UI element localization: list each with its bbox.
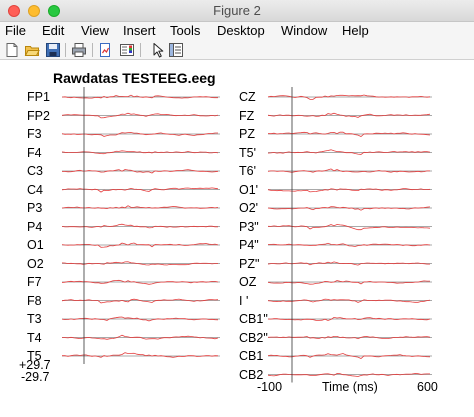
channel-trace	[267, 242, 431, 247]
channel-trace	[61, 112, 219, 119]
menu-tools[interactable]: Tools	[170, 23, 201, 38]
channel-label: I '	[239, 293, 249, 308]
channel-trace	[61, 150, 219, 155]
menu-edit[interactable]: Edit	[42, 23, 65, 38]
channel-label: CB2	[239, 367, 264, 382]
amplitude-scale-bottom: -29.7	[21, 370, 50, 384]
channel-trace	[62, 169, 219, 174]
print-icon[interactable]	[71, 42, 87, 58]
channel-trace	[61, 316, 219, 322]
channel-trace	[61, 279, 219, 285]
channel-label: CB1	[239, 349, 264, 363]
channel-trace	[62, 352, 219, 358]
menu-bar: File Edit View Insert Tools Desktop Wind…	[0, 22, 474, 40]
x-axis-max-label: 600	[417, 380, 438, 394]
minimize-window-button[interactable]	[28, 5, 40, 17]
channel-trace	[267, 168, 430, 173]
toolbar-separator	[92, 43, 93, 57]
channel-label: O1	[27, 238, 44, 252]
channel-trace	[267, 298, 431, 303]
channel-label: F7	[27, 275, 42, 289]
channel-trace	[61, 205, 219, 210]
channel-label: F4	[27, 145, 42, 160]
channel-label: CB2"	[239, 330, 268, 345]
channel-label: T5'	[239, 145, 256, 160]
new-figure-icon[interactable]	[4, 42, 20, 58]
amplitude-scale-top: +29.7	[19, 358, 51, 372]
channel-label: F8	[27, 293, 42, 308]
menu-view[interactable]: View	[81, 23, 109, 38]
insert-colorbar-icon[interactable]	[119, 42, 135, 58]
channel-trace	[267, 373, 430, 377]
x-axis-min-label: -100	[257, 380, 283, 394]
channel-trace	[61, 223, 218, 229]
channel-trace	[61, 298, 219, 304]
channel-label: PZ"	[239, 256, 260, 271]
channel-label: O2'	[239, 201, 259, 215]
channel-trace	[267, 188, 431, 193]
channel-label: FP1	[27, 90, 50, 104]
channel-label: FZ	[239, 108, 255, 123]
link-plot-icon[interactable]	[98, 42, 114, 58]
channel-label: P3	[27, 201, 43, 215]
channel-trace	[61, 132, 218, 137]
channel-label: FP2	[27, 108, 50, 123]
channel-label: OZ	[239, 275, 257, 289]
channel-trace	[267, 206, 431, 211]
x-axis-title: Time (ms)	[322, 380, 378, 394]
channel-label: F3	[27, 127, 42, 141]
save-icon[interactable]	[45, 42, 61, 58]
menu-file[interactable]: File	[5, 23, 26, 38]
channel-label: C4	[27, 182, 43, 197]
channel-trace	[61, 187, 219, 193]
channel-trace	[267, 94, 431, 100]
toolbar	[0, 40, 474, 60]
edit-plot-arrow-icon[interactable]	[149, 42, 165, 58]
open-file-icon[interactable]	[24, 42, 40, 58]
channel-trace	[267, 316, 431, 321]
channel-trace	[61, 261, 219, 266]
channel-label: P4	[27, 219, 43, 234]
channel-trace	[267, 131, 431, 137]
channel-trace	[61, 242, 219, 248]
channel-label: PZ	[239, 127, 255, 141]
menu-desktop[interactable]: Desktop	[217, 23, 265, 38]
channel-label: T4	[27, 330, 42, 345]
channel-label: C3	[27, 164, 43, 178]
channel-label: T5	[27, 349, 42, 363]
channel-trace	[267, 353, 431, 359]
property-inspector-icon[interactable]	[168, 42, 184, 58]
channel-label: T3	[27, 312, 42, 326]
close-window-button[interactable]	[8, 5, 20, 17]
channel-trace	[61, 94, 218, 99]
eeg-traces	[61, 87, 432, 383]
toolbar-separator	[65, 43, 66, 57]
channel-label: O1'	[239, 182, 259, 197]
menu-insert[interactable]: Insert	[123, 23, 156, 38]
plot-title: Rawdatas TESTEEG.eeg	[53, 70, 216, 86]
channel-trace	[267, 335, 431, 340]
channel-label: CZ	[239, 90, 256, 104]
menu-window[interactable]: Window	[281, 23, 328, 38]
channel-label: P4"	[239, 238, 259, 252]
channel-trace	[267, 261, 430, 266]
channel-trace	[267, 224, 431, 231]
channel-label: T6'	[239, 164, 256, 178]
zoom-window-button[interactable]	[48, 5, 60, 17]
menu-help[interactable]: Help	[342, 23, 369, 38]
channel-trace	[267, 280, 430, 285]
toolbar-separator	[140, 43, 141, 57]
channel-label: P3"	[239, 219, 259, 234]
channel-trace	[267, 112, 431, 118]
title-bar: Figure 2	[0, 0, 474, 22]
channel-trace	[267, 149, 431, 155]
channel-label: O2	[27, 256, 44, 271]
window-title: Figure 2	[213, 3, 261, 18]
channel-label: CB1"	[239, 312, 268, 326]
channel-trace	[61, 334, 219, 340]
plot-area: Rawdatas TESTEEG.eeg FP1 FP2 F3 F4 C3 C4 P3 P4 O…	[0, 61, 474, 417]
